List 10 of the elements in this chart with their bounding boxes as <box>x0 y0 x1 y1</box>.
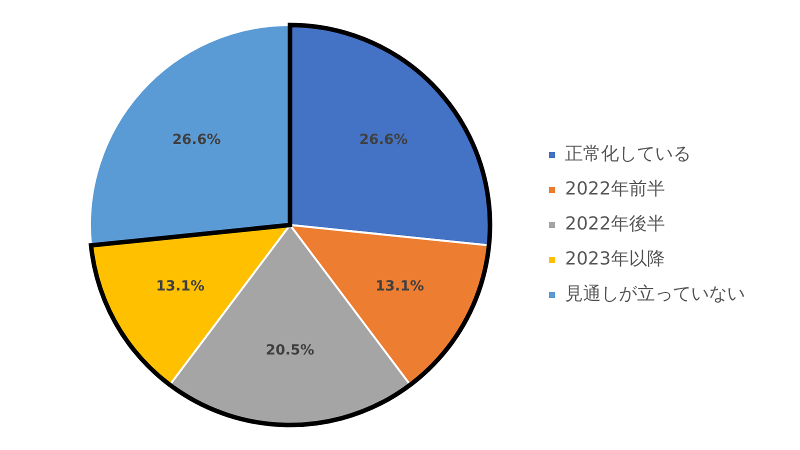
legend-label: 2022年前半 <box>565 178 665 200</box>
data-label: 13.1% <box>156 278 205 295</box>
legend-label: 見通しが立っていない <box>565 284 745 305</box>
data-label: 20.5% <box>266 342 314 359</box>
data-label: 13.1% <box>375 278 424 295</box>
data-label: 26.6% <box>359 132 408 148</box>
legend-label: 2023年以降 <box>565 248 665 270</box>
legend-label: 正常化している <box>565 144 691 165</box>
legend-label: 2022年後半 <box>565 214 665 235</box>
data-label: 26.6% <box>172 132 221 148</box>
